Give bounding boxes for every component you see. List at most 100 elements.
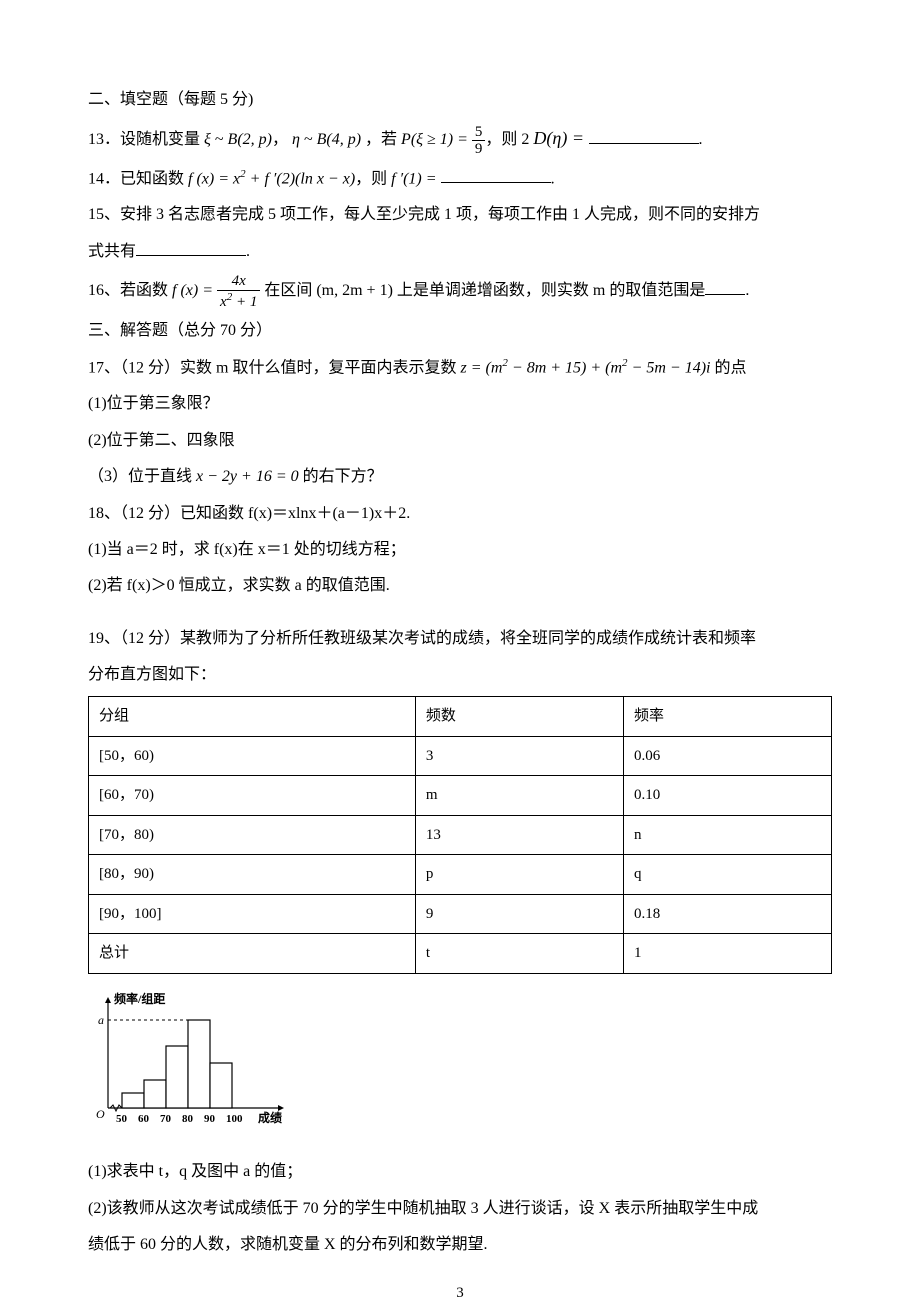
q16-text-b: 在区间 (m, 2m + 1) 上是单调递增函数，则实数 m 的取值范围是 [260, 282, 705, 299]
q15-label: 15、 [88, 206, 120, 223]
svg-text:60: 60 [138, 1113, 150, 1125]
q13-frac: 59 [472, 124, 486, 158]
q17-zl: z = (m [460, 359, 502, 376]
cell: [80，90) [89, 855, 416, 895]
q13-label: 13． [88, 131, 120, 148]
q13-frac-num: 5 [472, 124, 486, 142]
q14-fp1: f ′(1) = [391, 170, 440, 187]
q15-l1: 安排 3 名志愿者完成 5 项工作，每人至少完成 1 项，每项工作由 1 人完成… [120, 206, 760, 223]
cell: m [415, 776, 623, 816]
question-15-line2: 式共有. [88, 237, 832, 267]
q17-text-a: 实数 m 取什么值时，复平面内表示复数 [180, 359, 460, 376]
q14-blank [441, 167, 551, 183]
q16-period: . [745, 282, 749, 299]
q17-sub2: (2)位于第二、四象限 [88, 426, 832, 456]
q18-sub1: (1)当 a＝2 时，求 f(x)在 x＝1 处的切线方程； [88, 535, 832, 565]
q17-label: 17、 [88, 359, 120, 376]
table-row: [80，90) p q [89, 855, 832, 895]
table-row: 总计 t 1 [89, 934, 832, 974]
svg-text:频率/组距: 频率/组距 [114, 991, 165, 1006]
cell: 0.06 [623, 736, 831, 776]
histogram-chart: a频率/组距O5060708090100成绩 [88, 986, 832, 1147]
q17-sub3: （3）位于直线 x − 2y + 16 = 0 的右下方？ [88, 462, 832, 492]
cell: 13 [415, 815, 623, 855]
q14-text-a: 已知函数 [120, 170, 188, 187]
q16-frac-den: x2 + 1 [217, 291, 260, 311]
svg-text:70: 70 [160, 1113, 172, 1125]
q19-sub2a: (2)该教师从这次考试成绩低于 70 分的学生中随机抽取 3 人进行谈话，设 X… [88, 1194, 832, 1224]
q16-blank [705, 279, 745, 295]
q16-text-a: 若函数 [120, 282, 172, 299]
svg-text:a: a [98, 1013, 104, 1027]
q19-points: （12 分） [120, 630, 180, 647]
cell: 1 [623, 934, 831, 974]
cell: p [415, 855, 623, 895]
q13-tail-b: D(η) = [533, 128, 588, 148]
section-3-header: 三、解答题（总分 70 分） [88, 316, 832, 346]
table-row: [90，100] 9 0.18 [89, 894, 832, 934]
cell: 3 [415, 736, 623, 776]
svg-text:90: 90 [204, 1113, 216, 1125]
cell: [90，100] [89, 894, 416, 934]
cell: 0.10 [623, 776, 831, 816]
q13-pexpr: P(ξ ≥ 1) = [401, 131, 472, 148]
q13-t2: ~ [300, 131, 317, 148]
svg-text:80: 80 [182, 1113, 194, 1125]
q13-b1: B [228, 131, 238, 148]
q14-comma: ，则 [355, 170, 391, 187]
svg-text:50: 50 [116, 1113, 128, 1125]
th-freq: 频数 [415, 697, 623, 737]
svg-text:O: O [96, 1107, 105, 1121]
question-18: 18、（12 分）已知函数 f(x)＝xlnx＋(a－1)x＋2. [88, 499, 832, 529]
q17-tail: 的点 [710, 359, 746, 376]
q16-den-a: x [220, 294, 227, 310]
q15-blank [136, 240, 246, 256]
q13-b2: B [317, 131, 327, 148]
question-15-line1: 15、安排 3 名志愿者完成 5 项工作，每人至少完成 1 项，每项工作由 1 … [88, 200, 832, 230]
q15-period: . [246, 243, 250, 260]
table-row: [70，80) 13 n [89, 815, 832, 855]
q14-label: 14． [88, 170, 120, 187]
question-19-line1: 19、（12 分）某教师为了分析所任教班级某次考试的成绩，将全班同学的成绩作成统… [88, 624, 832, 654]
q19-label: 19、 [88, 630, 120, 647]
q16-label: 16、 [88, 282, 120, 299]
q13-c3: ，则 [485, 131, 521, 148]
cell: 0.18 [623, 894, 831, 934]
q19-l1: 某教师为了分析所任教班级某次考试的成绩，将全班同学的成绩作成统计表和频率 [180, 630, 756, 647]
q13-tail-a: 2 [521, 131, 529, 148]
question-19-line2: 分布直方图如下： [88, 660, 832, 690]
page-number: 3 [88, 1279, 832, 1307]
question-13: 13．设随机变量 ξ ~ B(2, p)， η ~ B(4, p) ，若 P(ξ… [88, 121, 832, 157]
histogram-svg: a频率/组距O5060708090100成绩 [88, 986, 298, 1136]
q17-sub3b: x − 2y + 16 = 0 [196, 468, 299, 485]
cell: q [623, 855, 831, 895]
th-group: 分组 [89, 697, 416, 737]
th-rate: 频率 [623, 697, 831, 737]
q13-frac-den: 9 [472, 141, 486, 158]
q15-l2a: 式共有 [88, 243, 136, 260]
q13-blank [589, 128, 699, 144]
q16-frac: 4xx2 + 1 [217, 273, 260, 310]
q16-den-b: + 1 [232, 294, 257, 310]
q18-sub2: (2)若 f(x)＞0 恒成立，求实数 a 的取值范围. [88, 571, 832, 601]
q18-points: （12 分） [120, 505, 180, 522]
q14-fexpr: f (x) = x [188, 170, 240, 187]
q16-frac-num: 4x [217, 273, 260, 291]
cell: t [415, 934, 623, 974]
q18-label: 18、 [88, 505, 120, 522]
q13-b1p: (2, p) [237, 131, 272, 148]
cell: [50，60) [89, 736, 416, 776]
q13-b2p: (4, p) [326, 131, 361, 148]
q13-eta: η [292, 131, 300, 148]
cell: 9 [415, 894, 623, 934]
q17-sub1: (1)位于第三象限？ [88, 389, 832, 419]
cell: [60，70) [89, 776, 416, 816]
q19-sub2b: 绩低于 60 分的人数，求随机变量 X 的分布列和数学期望. [88, 1230, 832, 1260]
q16-fl: f (x) = [172, 282, 217, 299]
q13-t1: ~ [211, 131, 228, 148]
table-row: [60，70) m 0.10 [89, 776, 832, 816]
frequency-table: 分组 频数 频率 [50，60) 3 0.06 [60，70) m 0.10 [… [88, 696, 832, 974]
cell: [70，80) [89, 815, 416, 855]
q18-text: 已知函数 f(x)＝xlnx＋(a－1)x＋2. [180, 505, 410, 522]
table-row: [50，60) 3 0.06 [89, 736, 832, 776]
